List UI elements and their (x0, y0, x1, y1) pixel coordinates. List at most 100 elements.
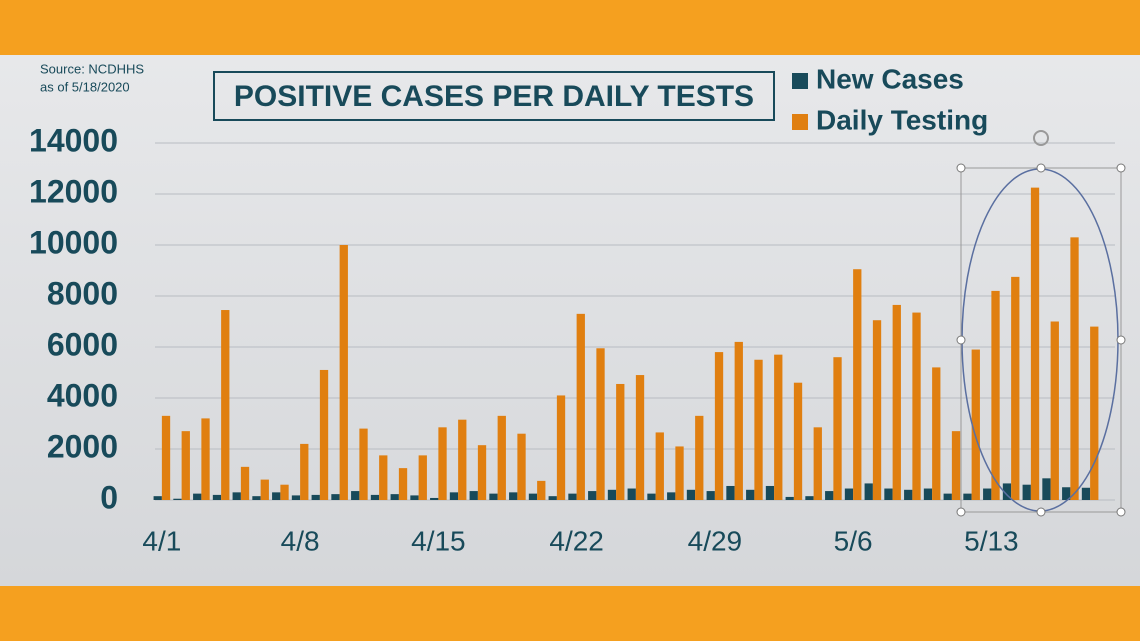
bar (616, 383, 625, 500)
bar (370, 494, 380, 500)
bar (607, 489, 617, 500)
bar (509, 492, 518, 500)
bar (477, 445, 487, 500)
bar (1042, 478, 1051, 500)
bar (963, 493, 972, 500)
x-tick-label: 4/8 (281, 525, 320, 556)
bar (153, 496, 162, 500)
bar (726, 485, 735, 500)
bar (667, 492, 676, 500)
bar (793, 382, 803, 500)
bar (311, 494, 320, 500)
bar (291, 495, 301, 500)
bar (923, 488, 933, 500)
bar (754, 359, 763, 500)
bar (497, 415, 506, 500)
y-tick-label: 0 (100, 479, 118, 515)
bar (991, 290, 1000, 500)
bar (904, 489, 913, 500)
bar (853, 269, 862, 500)
bar (647, 493, 656, 500)
bar (932, 367, 941, 500)
bar (469, 491, 478, 500)
bar (418, 455, 427, 500)
bar (943, 493, 952, 500)
bar (212, 494, 222, 500)
bar (232, 492, 241, 500)
bar (765, 485, 775, 500)
y-tick-label: 6000 (47, 326, 118, 362)
bar (193, 493, 202, 500)
bar (864, 483, 873, 500)
y-tick-label: 4000 (47, 377, 118, 413)
source: as of 5/18/2020 (40, 79, 130, 94)
bar (1030, 187, 1040, 500)
bar (734, 341, 743, 500)
bar (971, 349, 980, 500)
bar (833, 357, 842, 500)
bar (844, 488, 854, 500)
bar (331, 494, 340, 500)
bar (181, 431, 190, 500)
plot: 0 2000 4000 6000 8000 10000 12000 14000 4/1 4/8 4/… (29, 122, 1115, 556)
bar (319, 369, 329, 500)
bar (714, 352, 724, 500)
y-tick-label: 2000 (47, 428, 118, 464)
bar (528, 493, 538, 500)
bar (1050, 321, 1059, 500)
y-tick-label: 14000 (29, 122, 118, 158)
bar (805, 496, 814, 500)
bar (556, 395, 566, 500)
bar (161, 415, 171, 500)
bar (517, 433, 526, 500)
bar (398, 468, 408, 500)
bar (686, 489, 696, 500)
y-tick-label: 8000 (47, 275, 118, 311)
bar (548, 496, 557, 500)
bottom-banner (0, 586, 1140, 641)
bar (706, 491, 715, 500)
bar (300, 443, 309, 500)
bar (221, 310, 230, 500)
bar (173, 498, 182, 500)
bar (339, 245, 348, 500)
bar (774, 354, 783, 500)
bar (449, 492, 459, 500)
bar (983, 488, 992, 500)
bar (359, 428, 368, 500)
bar (537, 480, 546, 500)
bar (390, 494, 399, 500)
legend-label: Daily Testing (816, 104, 988, 135)
bar (1090, 326, 1099, 500)
bar (675, 446, 684, 500)
bar (1022, 484, 1031, 500)
legend: New Cases Daily Testing (792, 63, 988, 135)
bar (884, 488, 893, 500)
bar (912, 312, 921, 500)
x-tick-label: 4/1 (142, 525, 181, 556)
x-tick-label: 5/6 (834, 525, 873, 556)
bar (627, 488, 636, 500)
bar (489, 493, 498, 500)
title-box (213, 71, 775, 121)
bar (1062, 487, 1071, 500)
bar (785, 496, 794, 500)
bar (1070, 237, 1079, 500)
chart-title: POSITIVE CASES PER DAILY TESTS (234, 80, 754, 113)
bar (951, 431, 961, 500)
bar (746, 489, 755, 500)
bar (1011, 276, 1020, 500)
x-tick-label: 5/13 (964, 525, 1019, 556)
source: Source: NCDHHS (40, 61, 144, 76)
bar (458, 419, 467, 500)
x-tick-label: 4/22 (549, 525, 604, 556)
bar (201, 418, 210, 500)
bar (410, 495, 419, 500)
bar (240, 466, 250, 500)
bar (379, 455, 388, 500)
bar (576, 313, 585, 500)
bar (260, 479, 269, 500)
top-banner (0, 0, 1140, 55)
